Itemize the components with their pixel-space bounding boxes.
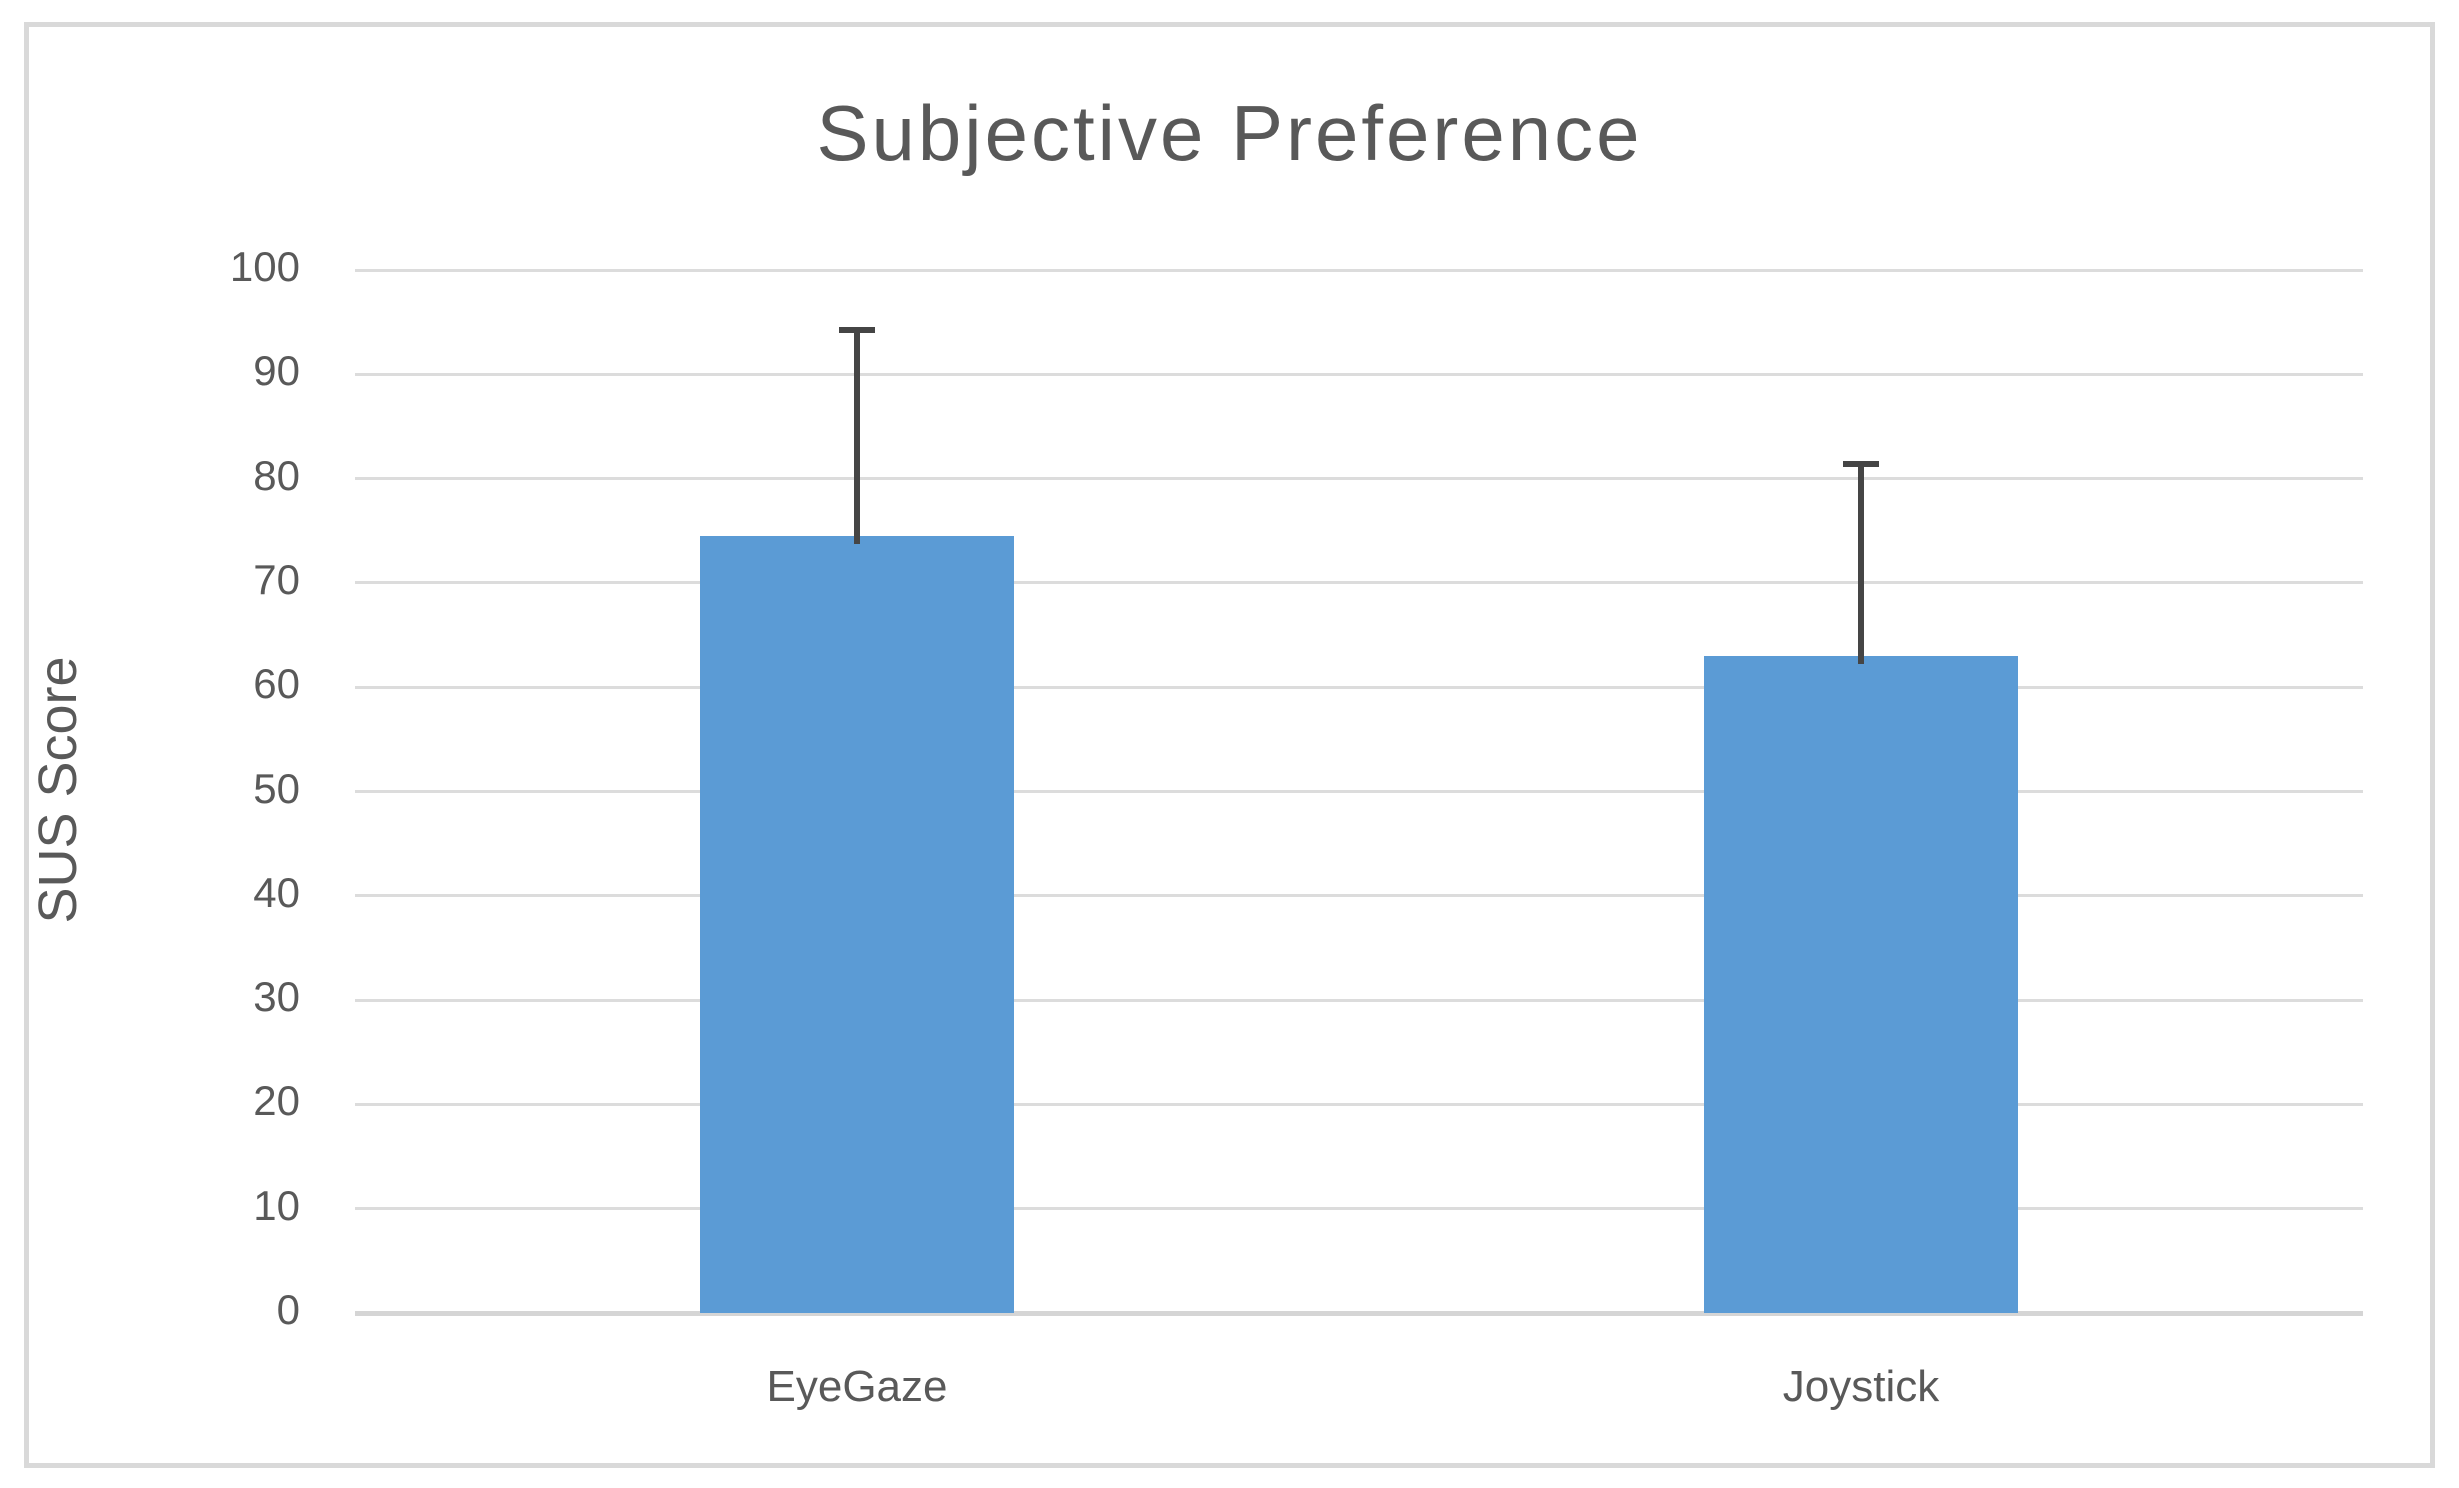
y-tick-label-50: 50	[253, 764, 300, 812]
y-tick-label-60: 60	[253, 660, 300, 708]
x-axis-line	[355, 1311, 2363, 1316]
y-tick-label-20: 20	[253, 1077, 300, 1125]
gridline-90	[355, 372, 2363, 376]
gridline-10	[355, 1207, 2363, 1211]
error-bar-line-eyegaze	[854, 329, 860, 544]
y-tick-label-40: 40	[253, 868, 300, 916]
bar-joystick	[1704, 655, 2018, 1313]
gridline-80	[355, 477, 2363, 481]
y-tick-label-70: 70	[253, 555, 300, 603]
y-tick-label-30: 30	[253, 973, 300, 1021]
error-bar-line-joystick	[1858, 462, 1864, 664]
gridline-50	[355, 790, 2363, 793]
y-tick-label-100: 100	[229, 243, 300, 290]
chart-border-frame	[24, 22, 2435, 1468]
category-label-eyegaze: EyeGaze	[766, 1362, 948, 1411]
gridline-70	[355, 581, 2363, 585]
y-tick-label-80: 80	[253, 451, 300, 499]
bar-eyegaze	[700, 535, 1014, 1313]
chart-title: Subjective Preference	[816, 89, 1643, 177]
gridline-20	[355, 1102, 2363, 1106]
gridline-30	[355, 998, 2363, 1002]
error-bar-cap-joystick	[1843, 460, 1879, 467]
gridline-100	[355, 268, 2363, 272]
gridline-40	[355, 894, 2363, 898]
category-label-joystick: Joystick	[1782, 1362, 1940, 1411]
y-tick-label-0: 0	[276, 1286, 300, 1333]
y-tick-label-10: 10	[253, 1181, 300, 1229]
y-axis-title: SUS Score	[28, 656, 88, 924]
plot-area	[355, 268, 2363, 1316]
gridline-60	[355, 685, 2363, 689]
y-tick-label-90: 90	[253, 347, 300, 395]
error-bar-cap-eyegaze	[839, 327, 875, 334]
